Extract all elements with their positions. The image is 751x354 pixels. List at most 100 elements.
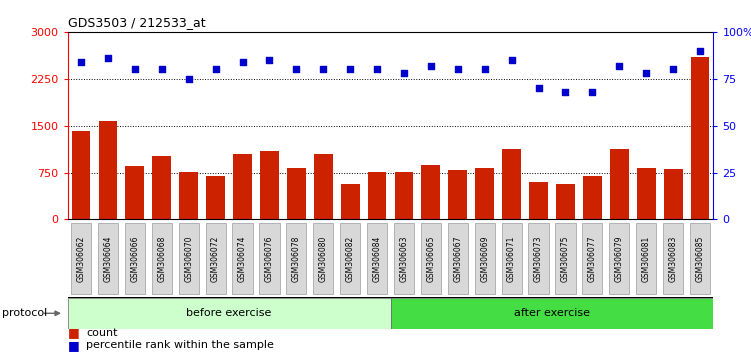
Point [587,89,599,95]
FancyBboxPatch shape [448,223,468,294]
Text: percentile rank within the sample: percentile rank within the sample [86,340,274,350]
Point [505,57,517,63]
FancyBboxPatch shape [340,223,360,294]
Text: after exercise: after exercise [514,308,590,318]
Text: before exercise: before exercise [186,308,272,318]
Point [182,76,195,81]
FancyBboxPatch shape [394,223,414,294]
Point [129,67,141,72]
Bar [529,182,548,219]
Text: GSM306070: GSM306070 [184,235,193,282]
Text: GSM306077: GSM306077 [588,235,597,282]
Bar [664,169,683,219]
Point [478,67,490,72]
FancyBboxPatch shape [367,223,388,294]
FancyBboxPatch shape [690,223,710,294]
Text: GSM306075: GSM306075 [561,235,570,282]
Bar [394,172,413,219]
Point [452,67,464,72]
Text: GSM306062: GSM306062 [77,235,86,282]
Bar [233,154,252,219]
Bar [421,165,440,219]
Point [237,59,249,65]
FancyBboxPatch shape [179,223,199,294]
Text: ■: ■ [68,339,80,352]
Bar [152,156,171,219]
Text: GSM306080: GSM306080 [318,235,327,282]
FancyBboxPatch shape [125,223,145,294]
Text: GSM306074: GSM306074 [238,235,247,282]
FancyBboxPatch shape [502,223,522,294]
Bar [691,57,710,219]
FancyBboxPatch shape [313,223,333,294]
Text: GSM306084: GSM306084 [372,235,382,282]
Text: GSM306081: GSM306081 [641,235,650,281]
Bar [341,184,360,219]
Text: GSM306082: GSM306082 [345,235,354,281]
Point [344,67,356,72]
Text: GSM306064: GSM306064 [104,235,113,282]
FancyBboxPatch shape [391,298,713,329]
Text: ■: ■ [68,326,80,339]
Text: GSM306067: GSM306067 [454,235,463,282]
Bar [583,176,602,219]
Bar [125,166,144,219]
FancyBboxPatch shape [555,223,575,294]
Point [559,89,572,95]
Point [667,67,679,72]
Text: GSM306073: GSM306073 [534,235,543,282]
Point [532,85,544,91]
Text: GSM306066: GSM306066 [131,235,140,282]
Point [614,63,626,68]
Bar [287,168,306,219]
FancyBboxPatch shape [71,223,91,294]
Bar [610,149,629,219]
FancyBboxPatch shape [663,223,683,294]
Bar [368,172,387,219]
FancyBboxPatch shape [152,223,172,294]
FancyBboxPatch shape [206,223,226,294]
Text: GSM306063: GSM306063 [400,235,409,282]
Bar [314,154,333,219]
Bar [98,121,117,219]
Point [75,59,87,65]
Text: GSM306065: GSM306065 [427,235,436,282]
Point [640,70,652,76]
Point [210,67,222,72]
Bar [71,131,90,219]
Text: GSM306069: GSM306069 [480,235,489,282]
FancyBboxPatch shape [609,223,629,294]
Point [371,67,383,72]
FancyBboxPatch shape [232,223,252,294]
Text: count: count [86,328,118,338]
Point [291,67,303,72]
FancyBboxPatch shape [286,223,306,294]
Text: GSM306068: GSM306068 [157,235,166,282]
FancyBboxPatch shape [475,223,495,294]
Bar [475,168,494,219]
Point [102,55,114,61]
Bar [179,172,198,219]
Point [155,67,167,72]
Bar [502,149,521,219]
Bar [260,151,279,219]
Text: protocol: protocol [2,308,47,318]
Bar [637,168,656,219]
Point [694,48,706,53]
Bar [448,170,467,219]
FancyBboxPatch shape [68,298,391,329]
Text: GSM306072: GSM306072 [211,235,220,282]
Point [317,67,329,72]
Text: GDS3503 / 212533_at: GDS3503 / 212533_at [68,16,205,29]
FancyBboxPatch shape [421,223,441,294]
Text: GSM306085: GSM306085 [695,235,704,282]
FancyBboxPatch shape [259,223,279,294]
FancyBboxPatch shape [98,223,118,294]
FancyBboxPatch shape [582,223,602,294]
Point [264,57,276,63]
Point [425,63,437,68]
Text: GSM306076: GSM306076 [265,235,274,282]
Text: GSM306083: GSM306083 [668,235,677,282]
FancyBboxPatch shape [529,223,549,294]
Point [398,70,410,76]
